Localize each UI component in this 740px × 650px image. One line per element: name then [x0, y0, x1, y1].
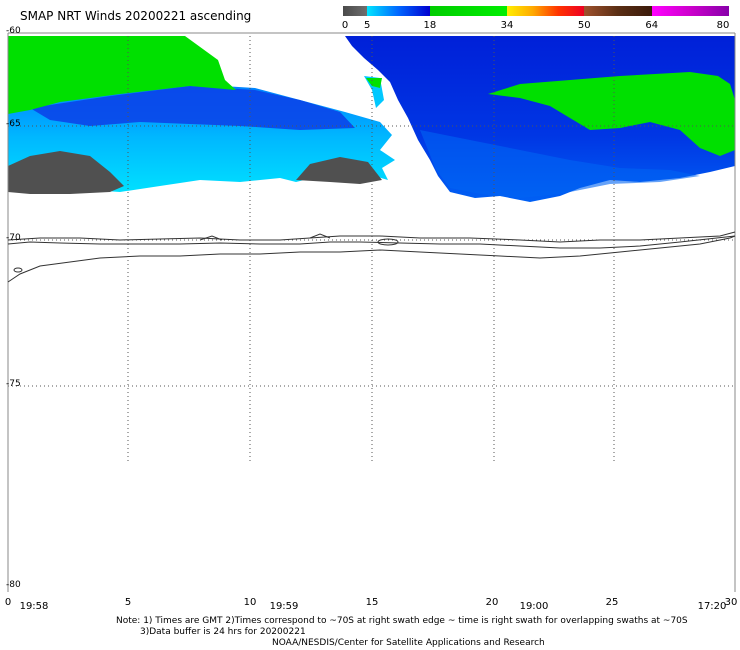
- colorbar-tick-5: 5: [363, 20, 371, 31]
- colorbar-segment-0: [343, 6, 368, 16]
- time-label-1: 19:58: [19, 601, 49, 612]
- lat-label-80: -80: [6, 580, 21, 590]
- lon-label-0: 0: [4, 597, 12, 608]
- colorbar-tick-50: 50: [577, 20, 591, 31]
- note-line-3: NOAA/NESDIS/Center for Satellite Applica…: [272, 638, 545, 648]
- swath-left-blue-dark: [30, 86, 355, 130]
- note-line-2: 3)Data buffer is 24 hrs for 20200221: [140, 627, 306, 637]
- lon-label-10: 10: [243, 597, 257, 608]
- note-line-1: Note: 1) Times are GMT 2)Times correspon…: [116, 616, 688, 626]
- colorbar-segment-3: [507, 6, 585, 16]
- time-label-2: 19:59: [269, 601, 299, 612]
- swath-right-green-small: [366, 78, 382, 88]
- colorbar-segment-5: [651, 6, 729, 16]
- lat-label-70: -70: [6, 233, 21, 243]
- lat-label-75: -75: [6, 379, 21, 389]
- graticule: [8, 36, 735, 462]
- time-label-3: 19:00: [519, 601, 549, 612]
- time-label-4: 17:20: [697, 601, 727, 612]
- swath-right-lighter: [420, 130, 700, 198]
- lat-label-60: -60: [6, 26, 21, 36]
- colorbar: [343, 0, 729, 34]
- colorbar-segment-2: [429, 6, 508, 16]
- colorbar-tick-34: 34: [500, 20, 514, 31]
- colorbar-tick-64: 64: [645, 20, 659, 31]
- swath-right-green: [488, 72, 735, 156]
- lowwind-blob-middle: [296, 157, 382, 184]
- swath-left-green: [8, 36, 236, 114]
- map-frame: [7, 32, 736, 592]
- lon-label-20: 20: [485, 597, 499, 608]
- lowwind-blob-left: [8, 151, 124, 194]
- colorbar-tick-0: 0: [341, 20, 349, 31]
- coastline: [7, 231, 736, 283]
- map-title: SMAP NRT Winds 20200221 ascending: [20, 9, 252, 23]
- colorbar-segment-4: [584, 6, 652, 16]
- lon-label-25: 25: [605, 597, 619, 608]
- colorbar-tick-80: 80: [716, 20, 730, 31]
- colorbar-segment-1: [367, 6, 430, 16]
- lon-label-15: 15: [365, 597, 379, 608]
- lon-label-30: 30: [724, 597, 738, 608]
- lat-label-65: -65: [6, 119, 21, 129]
- colorbar-tick-18: 18: [423, 20, 437, 31]
- lon-label-5: 5: [124, 597, 132, 608]
